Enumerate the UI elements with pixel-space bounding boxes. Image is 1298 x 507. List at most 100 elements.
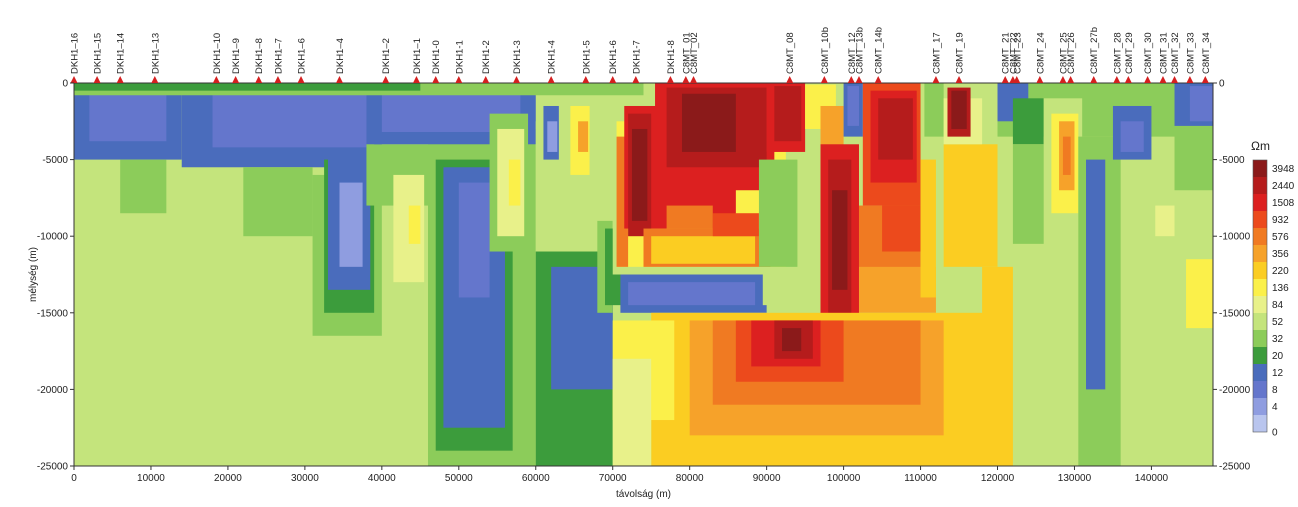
colorbar-label: 136	[1272, 283, 1289, 294]
station-marker	[932, 76, 940, 83]
station-marker	[255, 76, 263, 83]
y-tick-label: -5000	[42, 155, 68, 166]
station-label: C8MT_12	[847, 32, 858, 74]
heatmap-cell	[408, 205, 421, 244]
heatmap-cell	[951, 90, 967, 129]
colorbar-label: 932	[1272, 215, 1289, 226]
station-label: C8MT_28	[1112, 32, 1123, 74]
heatmap-cell	[243, 167, 313, 237]
station-label: DKH1–13	[150, 33, 161, 74]
station-marker	[482, 76, 490, 83]
station-marker	[1144, 76, 1152, 83]
y-axis-label: mélység (m)	[28, 247, 39, 302]
station-marker	[1171, 76, 1179, 83]
heatmap-cell	[782, 328, 802, 352]
station-label: DKH1-1	[454, 40, 465, 74]
station-marker	[666, 76, 674, 83]
station-marker	[682, 76, 690, 83]
colorbar-label: 2440	[1272, 181, 1295, 192]
x-tick-label: 110000	[904, 473, 937, 484]
heatmap-cell	[758, 159, 798, 267]
station-label: DKH1–9	[231, 38, 242, 74]
station-label: DKH1-4	[547, 40, 558, 74]
x-tick-label: 100000	[827, 473, 861, 484]
station-label: C8MT_33	[1185, 32, 1196, 74]
station-marker	[955, 76, 963, 83]
colorbar-swatch	[1253, 415, 1267, 432]
colorbar-label: 1508	[1272, 198, 1295, 209]
colorbar-swatch	[1253, 177, 1267, 194]
x-tick-label: 80000	[676, 473, 704, 484]
y-tick-label-right: -25000	[1219, 462, 1251, 473]
heatmap-cell	[847, 86, 859, 126]
station-marker	[116, 76, 124, 83]
station-marker	[151, 76, 159, 83]
x-tick-label: 0	[71, 473, 77, 484]
station-marker	[855, 76, 863, 83]
y-tick-label: -25000	[37, 462, 69, 473]
colorbar-swatch	[1253, 194, 1267, 211]
station-label: C8MT_24	[1035, 32, 1046, 74]
heatmap-cell	[212, 87, 367, 148]
heatmap-cell	[666, 205, 713, 229]
x-tick-label: 130000	[1058, 473, 1092, 484]
plot-frame	[73, 82, 1214, 467]
station-label: C8MT_23	[1012, 32, 1023, 74]
station-marker	[70, 76, 78, 83]
heatmap-cell	[920, 159, 936, 298]
station-marker	[212, 76, 220, 83]
x-tick-label: 90000	[753, 473, 781, 484]
heatmap-cell	[508, 159, 521, 206]
station-marker	[1201, 76, 1209, 83]
station-marker	[93, 76, 101, 83]
station-label: DKH1–16	[70, 33, 81, 74]
y-axis-left: 0 -5000 -10000 -15000 -20000 -25000	[37, 79, 74, 473]
heatmap-cell	[1086, 159, 1106, 390]
colorbar-swatch	[1253, 398, 1267, 415]
station-label: DKH1-8	[666, 40, 677, 74]
heatmap-cell	[651, 236, 756, 264]
colorbar-label: 12	[1272, 368, 1284, 379]
station-label: DKH1–6	[297, 38, 308, 74]
heatmap-cell	[1186, 259, 1213, 329]
heatmap-cell	[762, 274, 802, 306]
colorbar-swatch	[1253, 160, 1267, 177]
station-label: DKH1-5	[581, 40, 592, 74]
heatmap-cell	[631, 128, 648, 221]
y-tick-label-right: 0	[1219, 79, 1225, 90]
x-axis-label: távolság (m)	[616, 489, 671, 500]
heatmap-cell	[458, 182, 490, 298]
colorbar-label: 32	[1272, 334, 1284, 345]
colorbar-swatch	[1253, 364, 1267, 381]
y-tick-label: -10000	[37, 232, 69, 243]
colorbar-swatch	[1253, 228, 1267, 245]
heatmap-cell	[628, 282, 756, 306]
station-markers: DKH1–16 DKH1–15 DKH1–14 DKH1–13 DKH1–10 DKH1–…	[70, 27, 1212, 83]
station-label: C8MT_25	[1058, 32, 1069, 74]
heatmap-cell	[982, 266, 1013, 466]
x-tick-label: 50000	[445, 473, 473, 484]
station-marker	[232, 76, 240, 83]
y-tick-label-right: -20000	[1219, 385, 1251, 396]
x-tick-label: 10000	[137, 473, 165, 484]
y-tick-label: -15000	[37, 308, 69, 319]
colorbar-label: 8	[1272, 385, 1278, 396]
station-label: DKH1–8	[254, 38, 265, 74]
heatmap-cell	[612, 358, 652, 466]
station-marker	[609, 76, 617, 83]
station-marker	[1159, 76, 1167, 83]
station-label: C8MT_17	[931, 32, 942, 74]
station-marker	[547, 76, 555, 83]
station-marker	[1036, 76, 1044, 83]
station-label: C8MT_22	[1008, 32, 1019, 74]
y-tick-label-right: -10000	[1219, 232, 1251, 243]
heatmap-cell	[1062, 136, 1071, 175]
colorbar-label: 356	[1272, 249, 1289, 260]
colorbar-label: 20	[1272, 351, 1284, 362]
station-label: DKH1–15	[93, 33, 104, 74]
station-marker	[1013, 76, 1021, 83]
x-tick-label: 70000	[599, 473, 627, 484]
colorbar-swatch	[1253, 381, 1267, 398]
heatmap-cell	[878, 98, 913, 160]
